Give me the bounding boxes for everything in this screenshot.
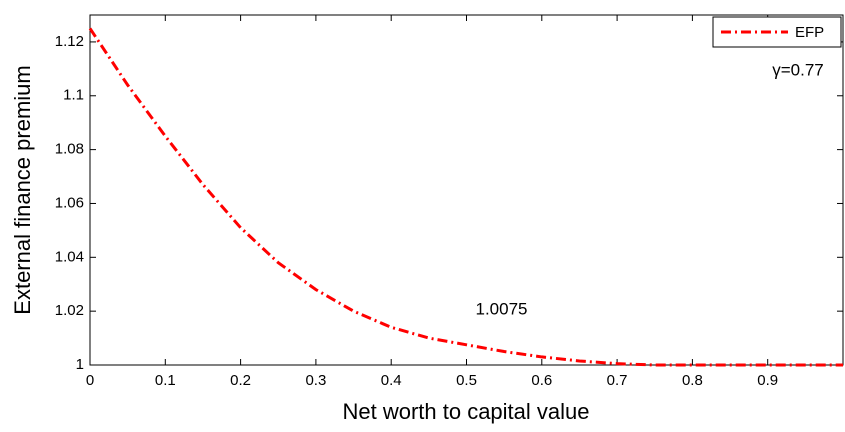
- legend-label: EFP: [795, 24, 824, 41]
- x-tick-label: 0.5: [456, 372, 477, 389]
- x-tick-label: 0.6: [531, 372, 552, 389]
- x-tick-label: 0.1: [155, 372, 176, 389]
- x-tick-label: 0.9: [757, 372, 778, 389]
- x-tick-label: 0.2: [230, 372, 251, 389]
- x-tick-label: 0.7: [607, 372, 628, 389]
- x-tick-label: 0: [86, 372, 94, 389]
- y-tick-label: 1: [76, 356, 84, 373]
- plot-area: [89, 14, 844, 366]
- x-axis-label: Net worth to capital value: [342, 399, 589, 424]
- y-tick-label: 1.06: [55, 194, 84, 211]
- y-tick-label: 1.12: [55, 33, 84, 50]
- y-tick-label: 1.02: [55, 302, 84, 319]
- x-tick-label: 0.8: [682, 372, 703, 389]
- y-tick-label: 1.08: [55, 141, 84, 158]
- y-tick-label: 1.04: [55, 248, 84, 265]
- y-tick-label: 1.1: [63, 87, 84, 104]
- x-tick-label: 0.4: [381, 372, 402, 389]
- annotation: 1.0075: [476, 300, 528, 319]
- x-tick-label: 0.3: [305, 372, 326, 389]
- line-series: [88, 27, 843, 367]
- y-axis-label: External finance premium: [10, 65, 35, 314]
- annotation: γ=0.77: [772, 60, 824, 79]
